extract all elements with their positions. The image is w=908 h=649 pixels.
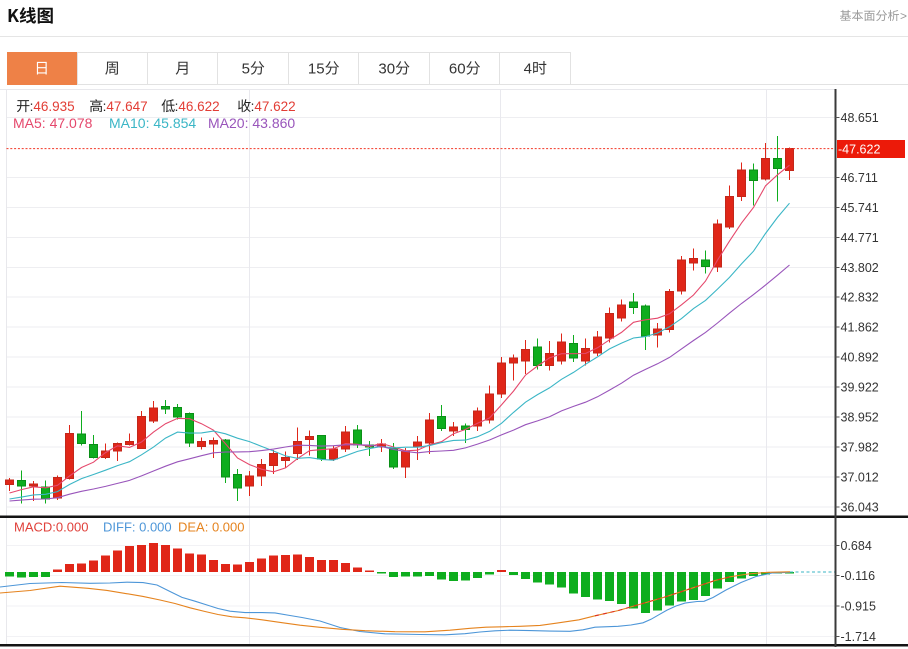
svg-text:38.952: 38.952 [841,411,879,425]
svg-text:42.832: 42.832 [841,291,879,305]
svg-text:0.684: 0.684 [841,539,872,553]
svg-text:46.711: 46.711 [841,171,878,185]
svg-text:39.922: 39.922 [841,381,879,395]
svg-text::46.622: :46.622 [175,99,220,114]
svg-text:4: 4 [524,61,532,78]
svg-text:48.651: 48.651 [841,111,879,125]
svg-text:37.982: 37.982 [841,440,879,454]
svg-text::47.647: :47.647 [103,99,148,114]
svg-text::47.622: :47.622 [251,99,296,114]
svg-text:>: > [900,9,907,23]
svg-text:30: 30 [378,61,395,78]
svg-text:-0.915: -0.915 [841,600,876,614]
svg-text::46.935: :46.935 [30,99,75,114]
svg-text:37.012: 37.012 [841,470,879,484]
svg-text:15: 15 [308,61,325,78]
svg-text:-1.714: -1.714 [841,630,876,644]
svg-text:43.802: 43.802 [841,261,879,275]
svg-text:45.741: 45.741 [841,201,879,215]
svg-text:-0.116: -0.116 [841,569,876,583]
svg-text:44.771: 44.771 [841,231,879,245]
svg-text:5: 5 [242,61,250,78]
svg-text:-47.622: -47.622 [838,143,880,157]
svg-text:41.862: 41.862 [841,321,879,335]
svg-text:60: 60 [449,61,466,78]
svg-text:40.892: 40.892 [841,351,879,365]
svg-text:36.043: 36.043 [841,500,879,514]
